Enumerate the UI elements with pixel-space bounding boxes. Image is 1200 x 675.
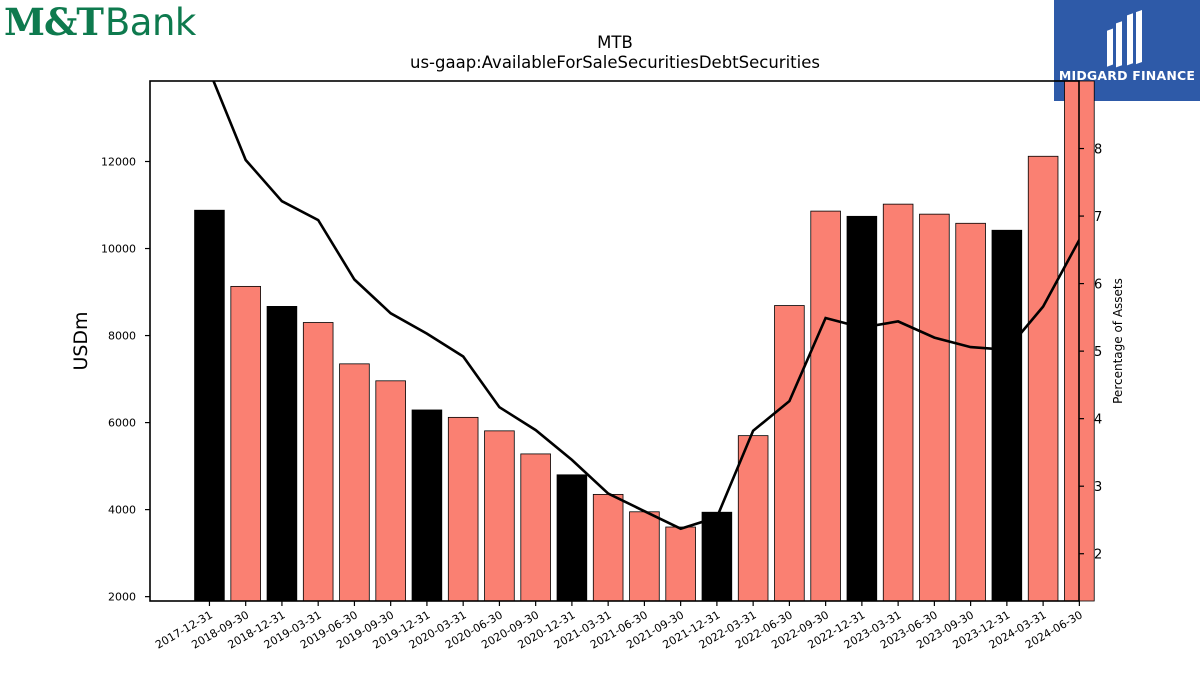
y2-tick-label: 2: [1094, 548, 1102, 563]
y2-tick-label: 5: [1094, 345, 1102, 360]
y2-tick-label: 8: [1094, 143, 1102, 158]
bar-2023-09-30: [955, 222, 986, 602]
bar-2021-12-31: [701, 511, 733, 602]
y2-tick-label: 4: [1094, 413, 1102, 428]
bar-2020-03-31: [447, 416, 479, 602]
y2-tick-label: 3: [1094, 480, 1102, 495]
bar-2022-06-30: [774, 305, 805, 602]
mt-bank-logo-mark: M&T: [4, 0, 104, 44]
bar-2018-09-30: [230, 285, 261, 602]
y-tick-label: 12000: [101, 156, 136, 169]
bar-2019-06-30: [339, 363, 370, 602]
chart-title: MTB: [597, 33, 633, 52]
y-axis-right: 2 3 4 5 6 7 8: [1079, 143, 1102, 563]
bar-2023-12-31: [991, 229, 1023, 602]
bar-2021-09-30: [665, 526, 696, 602]
bar-2018-12-31: [266, 306, 298, 602]
bar-2021-06-30: [629, 511, 660, 602]
mt-bank-logo: M&TBank: [4, 0, 196, 44]
percentage-line: [212, 81, 1079, 531]
line-series: [212, 81, 1079, 531]
y-tick-label: 2000: [108, 591, 136, 604]
y2-tick-label: 6: [1094, 278, 1102, 293]
chart-subtitle: us-gaap:AvailableForSaleSecuritiesDebtSe…: [410, 53, 820, 72]
midgard-finance-emblem-icon: [1107, 9, 1142, 68]
bar-2022-09-30: [810, 210, 841, 602]
bar-2022-03-31: [737, 435, 769, 602]
y2-axis-label: Percentage of Assets: [1111, 278, 1125, 404]
bar-2017-12-31: [194, 209, 225, 602]
midgard-finance-logo: MIDGARD FINANCE: [1054, 0, 1200, 101]
y-tick-label: 10000: [101, 243, 136, 256]
mt-bank-logo-word: Bank: [104, 1, 196, 44]
bar-series: [194, 80, 1095, 602]
y-tick-label: 8000: [108, 330, 136, 343]
bar-2019-09-30: [375, 380, 406, 602]
y-tick-label: 6000: [108, 417, 136, 430]
bar-2022-12-31: [846, 215, 878, 602]
plot-frame: [149, 80, 1080, 602]
bar-2023-06-30: [919, 213, 950, 602]
bar-2019-03-31: [302, 322, 334, 602]
y2-tick-label: 7: [1094, 210, 1102, 225]
midgard-finance-name: MIDGARD FINANCE: [1058, 68, 1196, 83]
bar-2021-03-31: [592, 493, 624, 602]
bar-2024-03-31: [1027, 155, 1059, 602]
bar-2020-06-30: [484, 430, 515, 602]
bar-2020-09-30: [520, 453, 551, 602]
bar-2023-03-31: [882, 203, 914, 602]
y-tick-label: 4000: [108, 504, 136, 517]
y-axis-left: 2000 4000 6000 8000 10000 12000: [101, 156, 150, 604]
bar-2020-12-31: [556, 474, 588, 602]
y-axis-label: USDm: [70, 311, 92, 370]
bar-2019-12-31: [411, 409, 443, 602]
x-axis: 2017-12-312018-09-302018-12-312019-03-31…: [153, 601, 1085, 652]
